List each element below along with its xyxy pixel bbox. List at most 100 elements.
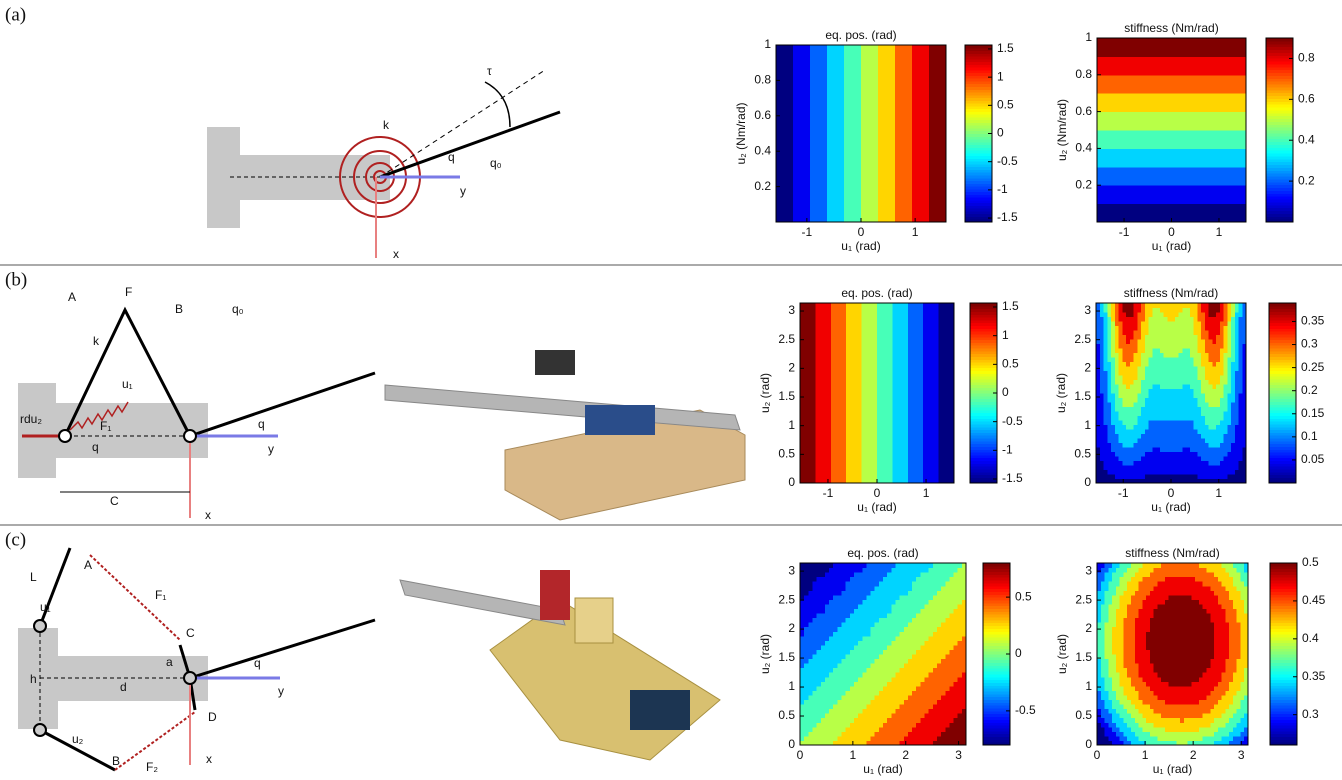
contour-cell [848, 76, 853, 81]
contour-cell [823, 89, 828, 94]
contour-cell [1186, 66, 1190, 71]
contour-cell [835, 393, 839, 398]
contour-cell [804, 443, 808, 448]
contour-cell [889, 312, 893, 317]
contour-cell [831, 321, 835, 326]
contour-cell [912, 129, 917, 134]
contour-cell [1179, 176, 1183, 181]
contour-cell [1123, 204, 1127, 209]
contour-cell [895, 72, 900, 77]
contour-cell [831, 474, 835, 479]
contour-cell [1220, 139, 1224, 144]
contour-cell [1160, 112, 1164, 117]
contour-cell [1119, 139, 1123, 144]
contour-cell [814, 72, 819, 77]
contour-cell [921, 125, 926, 130]
contour-cell [858, 443, 862, 448]
contour-cell [815, 398, 819, 403]
contour-cell [1201, 194, 1205, 199]
contour-cell [874, 111, 879, 116]
contour-cell [1172, 153, 1176, 158]
contour-cell [877, 362, 881, 367]
contour-cell [933, 147, 938, 152]
contour-cell [925, 134, 930, 139]
contour-cell [870, 191, 875, 196]
contour-cell [804, 461, 808, 466]
contour-cell [1194, 70, 1198, 75]
contour-cell [1138, 167, 1142, 172]
contour-cell [1116, 61, 1120, 66]
contour-cell [1127, 84, 1131, 89]
contour-cell [904, 330, 908, 335]
contour-cell [1108, 199, 1112, 204]
contour-cell [939, 353, 943, 358]
contour-cell [892, 425, 896, 430]
contour-cell [865, 380, 869, 385]
contour-cell [831, 85, 836, 90]
contour-cell [1116, 107, 1120, 112]
contour-cell [1149, 102, 1153, 107]
contour-cell [1198, 107, 1202, 112]
contour-cell [815, 380, 819, 385]
contour-cell [827, 54, 832, 59]
contour-cell [873, 380, 877, 385]
contour-cell [854, 375, 858, 380]
contour-cell [927, 308, 931, 313]
contour-cell [1127, 208, 1131, 213]
contour-cell [1145, 98, 1149, 103]
contour-cell [912, 456, 916, 461]
figure: (a)τkqq₀yx(b)AFBq₀krdu₂F₁u₁qqyxC(c)LAu₁F… [0, 0, 1342, 780]
contour-cell [881, 380, 885, 385]
contour-cell [912, 339, 916, 344]
contour-cell [810, 169, 815, 174]
contour-cell [1149, 93, 1153, 98]
contour-cell [938, 169, 943, 174]
contour-cell [1235, 213, 1239, 218]
contour-cell [931, 438, 935, 443]
contour-cell [812, 375, 816, 380]
contour-cell [1149, 61, 1153, 66]
contour-cell [935, 380, 939, 385]
contour-cell [831, 465, 835, 470]
contour-cell [854, 398, 858, 403]
contour-cell [1142, 52, 1146, 57]
contour-cell [1164, 139, 1168, 144]
contour-cell [839, 339, 843, 344]
contour-cell [814, 213, 819, 218]
contour-cell [895, 120, 900, 125]
contour-cell [942, 357, 946, 362]
contour-cell [789, 98, 794, 103]
contour-cell [1116, 98, 1120, 103]
contour-cell [1216, 89, 1220, 94]
contour-cell [865, 80, 870, 85]
contour-cell [858, 335, 862, 340]
contour-cell [1145, 38, 1149, 43]
contour-cell [1179, 185, 1183, 190]
contour-cell [904, 147, 909, 152]
colorbar [965, 45, 992, 223]
contour-cell [862, 416, 866, 421]
contour-cell [1235, 61, 1239, 66]
contour-cell [842, 335, 846, 340]
contour-cell [1201, 43, 1205, 48]
colorbar-tick-label: 1.5 [997, 41, 1014, 55]
contour-cell [831, 134, 836, 139]
contour-cell [877, 411, 881, 416]
contour-cell [848, 98, 853, 103]
contour-cell [916, 182, 921, 187]
contour-cell [923, 357, 927, 362]
contour-cell [806, 89, 811, 94]
contour-cell [808, 330, 812, 335]
contour-cell [1097, 52, 1101, 57]
contour-cell [808, 344, 812, 349]
contour-cell [1179, 61, 1183, 66]
contour-cell [896, 438, 900, 443]
contour-cell [919, 456, 923, 461]
contour-cell [836, 191, 841, 196]
contour-cell [865, 353, 869, 358]
contour-cell [885, 308, 889, 313]
contour-cell [814, 142, 819, 147]
contour-cell [942, 366, 946, 371]
contour-cell [789, 89, 794, 94]
contour-cell [844, 98, 849, 103]
